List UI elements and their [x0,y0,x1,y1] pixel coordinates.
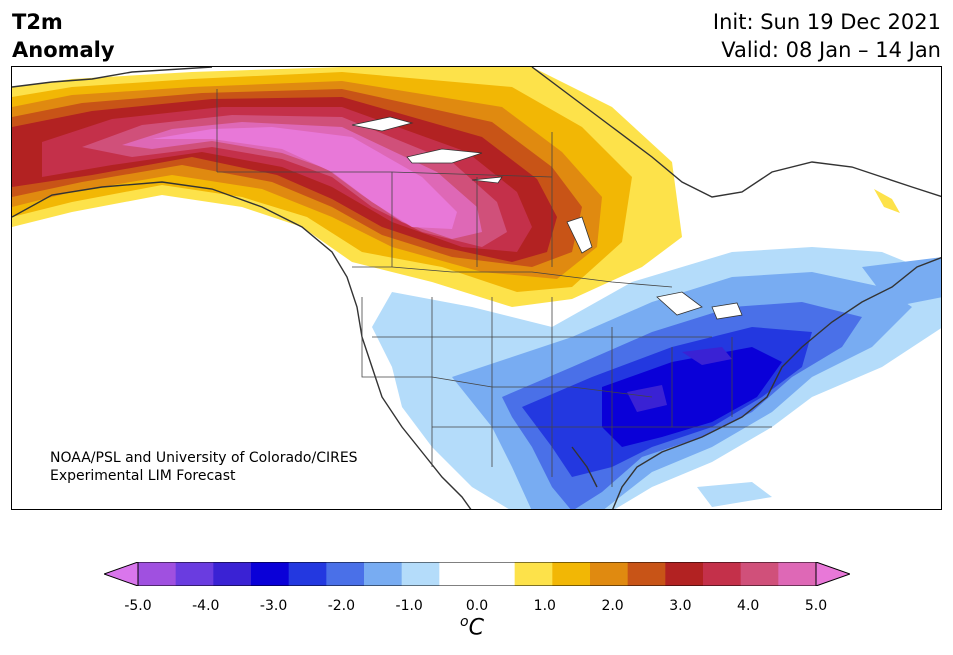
unit-letter: C [468,615,484,641]
credit-line-1: NOAA/PSL and University of Colorado/CIRE… [50,450,358,466]
colorbar-min-extend [104,562,139,586]
colorbar-tick-label: -1.0 [395,598,423,614]
colorbar [104,562,850,586]
credit-text: NOAA/PSL and University of Colorado/CIRE… [50,449,358,485]
colorbar-segment [439,562,478,586]
variable-title: T2m [12,10,63,34]
colorbar-tick-label: -4.0 [192,598,220,614]
lakes [351,116,743,320]
colorbar-segment [514,562,553,586]
colorbar-segment [665,562,704,586]
colorbar-segment [175,562,214,586]
colorbar-max-extend [815,562,850,586]
credit-line-2: Experimental LIM Forecast [50,468,236,484]
warm-anomaly-region [12,67,682,307]
colorbar-segment [364,562,403,586]
colorbar-segment [627,562,666,586]
colorbar-segment [590,562,629,586]
cool-anomaly-region [372,247,941,509]
colorbar-segment [251,562,290,586]
colorbar-segment [740,562,779,586]
colorbar-outline [137,562,817,586]
coastlines [12,67,941,509]
colorbar-segment [778,562,817,586]
colorbar-tick-label: -2.0 [327,598,356,614]
anomaly-map: NOAA/PSL and University of Colorado/CIRE… [11,66,942,510]
colorbar-segment [552,562,591,586]
valid-range: Valid: 08 Jan – 14 Jan [721,38,941,62]
colorbar-tick-label: 5.0 [804,598,828,614]
colorbar-tick-label: 3.0 [669,598,692,614]
title-block: T2m Anomaly [12,8,115,64]
colorbar-tick-label: 0.0 [465,598,489,614]
colorbar-segment [703,562,742,586]
political-borders [216,89,772,487]
colorbar-tick-label: 2.0 [601,598,624,614]
init-date: Init: Sun 19 Dec 2021 [712,10,941,34]
colorbar-segment [401,562,440,586]
colorbar-segment [138,562,177,586]
warm-patch-labrador [874,189,900,213]
date-block: Init: Sun 19 Dec 2021 Valid: 08 Jan – 14… [713,8,941,64]
colorbar-segment [326,562,365,586]
variable-subtitle: Anomaly [12,38,115,62]
colorbar-segments [138,562,817,586]
colorbar-segment [288,562,327,586]
colorbar-unit: oC [460,614,484,640]
colorbar-tick-label: -3.0 [259,598,288,614]
colorbar-segment [213,562,252,586]
colorbar-segment [477,562,516,586]
unit-prefix: o [460,614,469,630]
colorbar-tick-label: -5.0 [124,598,152,614]
colorbar-tick-label: 4.0 [737,598,760,614]
colorbar-tick-label: 1.0 [533,598,556,614]
map-canvas [12,67,941,509]
